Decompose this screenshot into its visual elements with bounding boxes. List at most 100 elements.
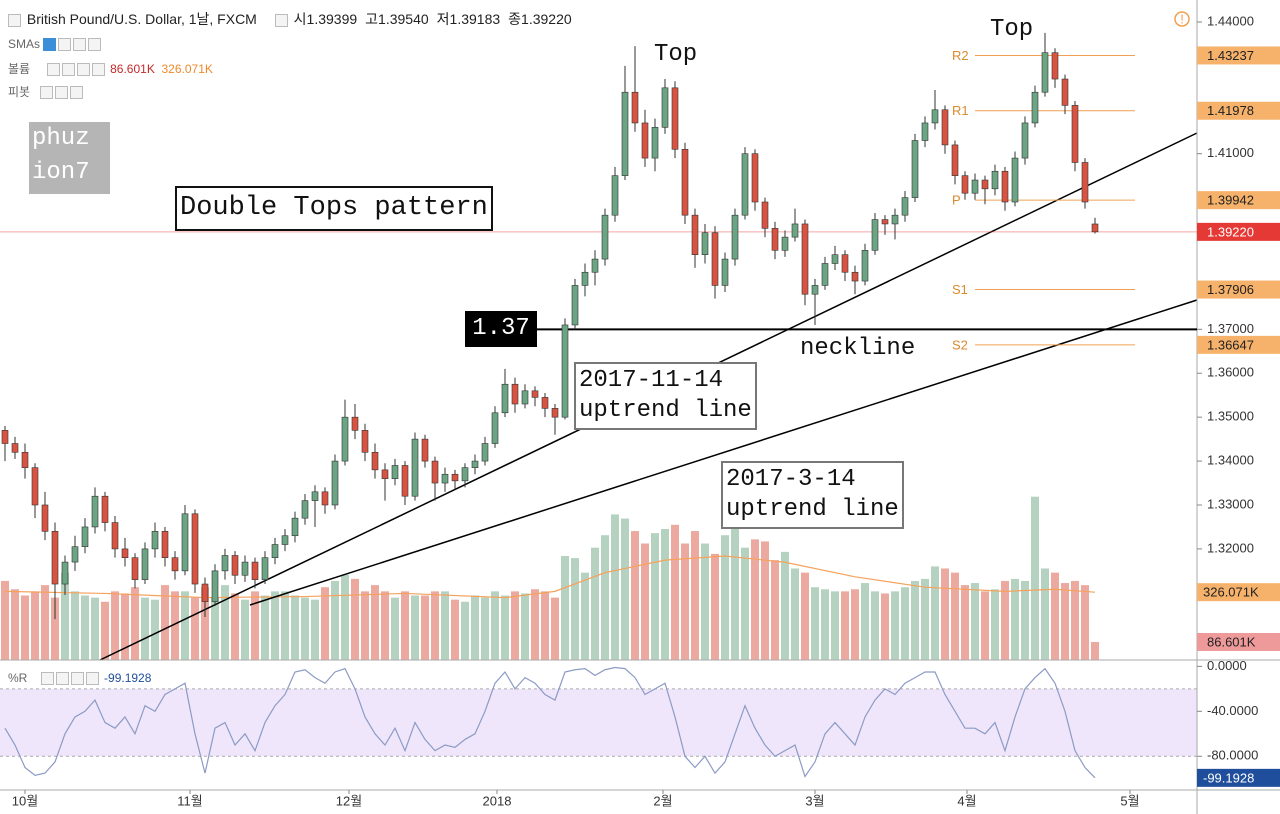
candle-body xyxy=(201,583,209,602)
volume-ma-badge xyxy=(1197,583,1280,602)
volume-bar xyxy=(781,551,789,660)
volume-bar xyxy=(901,587,909,660)
candle-body xyxy=(41,504,49,532)
volume-bar xyxy=(841,591,849,660)
candle-body xyxy=(591,258,599,273)
watermark-line: phuz xyxy=(32,125,90,152)
candle-body xyxy=(491,412,499,444)
alert-icon[interactable] xyxy=(1174,11,1190,27)
settings-icon[interactable] xyxy=(55,86,69,100)
visibility-icon[interactable] xyxy=(40,86,54,100)
candle-body xyxy=(321,491,329,506)
quote-value: 1.39183 xyxy=(449,11,501,27)
candle-body xyxy=(551,408,559,418)
candle-body xyxy=(441,473,449,484)
volume-bar xyxy=(111,591,119,660)
candle-body xyxy=(301,500,309,519)
watermark: phuz ion7 xyxy=(29,122,110,194)
volume-bar xyxy=(321,587,329,660)
volume-bar xyxy=(461,601,469,660)
volume-bar xyxy=(861,583,869,660)
candle-body xyxy=(811,285,819,295)
volume-bar xyxy=(721,535,729,660)
study-name: SMAs xyxy=(8,37,41,51)
pivot-name: S1 xyxy=(952,282,968,297)
trend-date: 2017-3-14 xyxy=(726,466,856,493)
candle-body xyxy=(101,495,109,523)
settings-icon[interactable] xyxy=(58,38,72,52)
volume-bar xyxy=(221,585,229,660)
add-icon[interactable] xyxy=(70,672,84,686)
volume-bar xyxy=(961,585,969,660)
remove-icon[interactable] xyxy=(85,672,99,686)
volume-bar xyxy=(511,591,519,660)
visibility-icon[interactable] xyxy=(43,38,57,52)
candle-body xyxy=(121,548,129,558)
candle-body xyxy=(741,153,749,216)
volume-bar xyxy=(101,601,109,660)
r-tick-label: 0.0000 xyxy=(1207,658,1247,673)
volume-bar xyxy=(621,518,629,660)
candle-body xyxy=(1071,105,1079,163)
volume-bar xyxy=(181,591,189,660)
volume-bar xyxy=(601,535,609,660)
symbol: British Pound/U.S. Dollar, 1날, FXCM xyxy=(26,11,257,27)
candle-body xyxy=(71,546,79,563)
candle-body xyxy=(191,513,199,585)
candle-body xyxy=(241,561,249,576)
volume-ma-value: 326.071K xyxy=(161,62,213,76)
visibility-icon[interactable] xyxy=(46,63,60,77)
study-row: SMAs xyxy=(8,37,103,52)
candle-body xyxy=(601,214,609,260)
candle-body xyxy=(81,526,89,548)
remove-icon[interactable] xyxy=(70,86,84,100)
pivot-badge xyxy=(1197,101,1280,120)
candle-body xyxy=(281,535,289,545)
study-name: 피봇 xyxy=(8,85,31,99)
study-name: 볼륨 xyxy=(8,62,31,76)
settings-icon[interactable] xyxy=(55,672,69,686)
settings-icon[interactable] xyxy=(61,63,75,77)
study-row: %R -99.1928 xyxy=(8,671,151,686)
volume-bar xyxy=(611,514,619,660)
volume-bar xyxy=(441,591,449,660)
trend-date: 2017-11-14 xyxy=(579,367,724,394)
watermark-line: ion7 xyxy=(32,159,90,186)
candle-body xyxy=(771,228,779,251)
settings-icon[interactable] xyxy=(274,13,288,27)
candle-body xyxy=(671,87,679,150)
candle-body xyxy=(361,430,369,453)
source-icon[interactable] xyxy=(73,38,87,52)
volume-bar xyxy=(951,572,959,660)
quote-value: 1.39540 xyxy=(378,11,429,27)
trend-box: 2017-3-14 uptrend line xyxy=(721,461,904,529)
collapse-icon[interactable] xyxy=(8,13,21,27)
volume-bar xyxy=(281,591,289,660)
candle-body xyxy=(51,531,59,585)
volume-ma-line xyxy=(4,555,1096,599)
candle-body xyxy=(851,271,859,282)
candle-body xyxy=(161,531,169,558)
volume-bar xyxy=(831,591,839,660)
candle-body xyxy=(761,201,769,229)
remove-icon[interactable] xyxy=(88,38,102,52)
top-label: Top xyxy=(654,41,698,68)
volume-bar xyxy=(561,555,569,660)
volume-bar xyxy=(121,593,129,660)
volume-bar xyxy=(801,572,809,660)
volume-bar xyxy=(931,566,939,660)
candle-body xyxy=(291,517,299,537)
volume-bar xyxy=(361,591,369,660)
volume-bar xyxy=(1011,578,1019,660)
visibility-icon[interactable] xyxy=(40,672,54,686)
candle-body xyxy=(1001,170,1009,203)
volume-bar xyxy=(591,547,599,660)
candle-body xyxy=(691,214,699,255)
candle-body xyxy=(621,91,629,176)
volume-bar xyxy=(821,589,829,660)
add-icon[interactable] xyxy=(76,63,90,77)
remove-icon[interactable] xyxy=(91,63,105,77)
r-badge xyxy=(1197,768,1280,787)
neckline-price: 1.37 xyxy=(465,311,537,348)
